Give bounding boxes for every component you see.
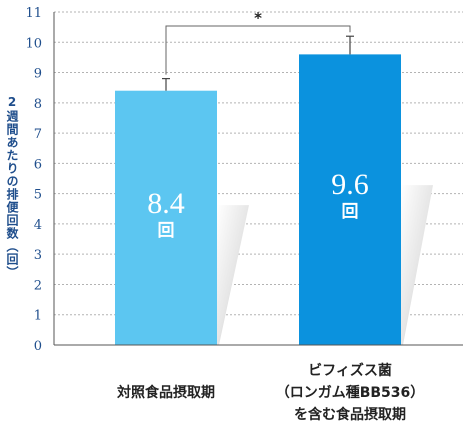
bar bbox=[115, 90, 217, 345]
category-labels: 対照食品摂取期 ビフィズス菌 （ロンガム種BB536） を含む食品摂取期 bbox=[116, 362, 424, 423]
bar-value-label: 8.4 bbox=[147, 187, 185, 220]
significance-bracket: * bbox=[165, 9, 351, 75]
bar-shadows bbox=[217, 185, 433, 345]
bar-value-labels: 8.4回9.6回 bbox=[147, 168, 369, 241]
y-tick-labels: 0 1 2 3 4 5 6 7 8 9 10 11 bbox=[25, 6, 42, 354]
y-tick-label: 3 bbox=[34, 248, 42, 263]
category-label-line: を含む食品摂取期 bbox=[294, 406, 406, 423]
category-label-line: ビフィズス菌 bbox=[308, 362, 392, 379]
bar bbox=[299, 54, 401, 346]
y-tick-label: 8 bbox=[34, 97, 42, 112]
y-tick-label: 1 bbox=[34, 309, 42, 324]
y-tick-label: 11 bbox=[25, 6, 42, 21]
y-tick-label: 0 bbox=[34, 339, 42, 354]
bar-value-unit: 回 bbox=[342, 202, 359, 222]
bar-shadow bbox=[217, 205, 249, 345]
category-label: ビフィズス菌 （ロンガム種BB536） を含む食品摂取期 bbox=[276, 362, 425, 423]
y-tick-label: 10 bbox=[25, 36, 42, 51]
y-tick-label: 9 bbox=[34, 67, 42, 82]
bars bbox=[115, 54, 401, 346]
significance-bracket-line bbox=[165, 25, 351, 75]
category-label: 対照食品摂取期 bbox=[116, 384, 215, 401]
axes bbox=[53, 12, 463, 346]
error-bars bbox=[162, 35, 354, 91]
y-tick-label: 6 bbox=[34, 157, 42, 172]
significance-marker: * bbox=[254, 9, 262, 27]
y-axis-label: 2週間あたりの排便回数（回） bbox=[5, 95, 19, 279]
category-label-line: 対照食品摂取期 bbox=[116, 384, 215, 401]
bar-value-label: 9.6 bbox=[331, 168, 369, 201]
y-tick-label: 2 bbox=[34, 278, 42, 293]
bar-shadow bbox=[401, 185, 433, 345]
bar-value-unit: 回 bbox=[158, 221, 175, 241]
y-tick-label: 5 bbox=[34, 188, 42, 203]
category-label-line: （ロンガム種BB536） bbox=[276, 384, 425, 401]
y-tick-label: 7 bbox=[34, 127, 42, 142]
y-tick-label: 4 bbox=[34, 218, 42, 233]
